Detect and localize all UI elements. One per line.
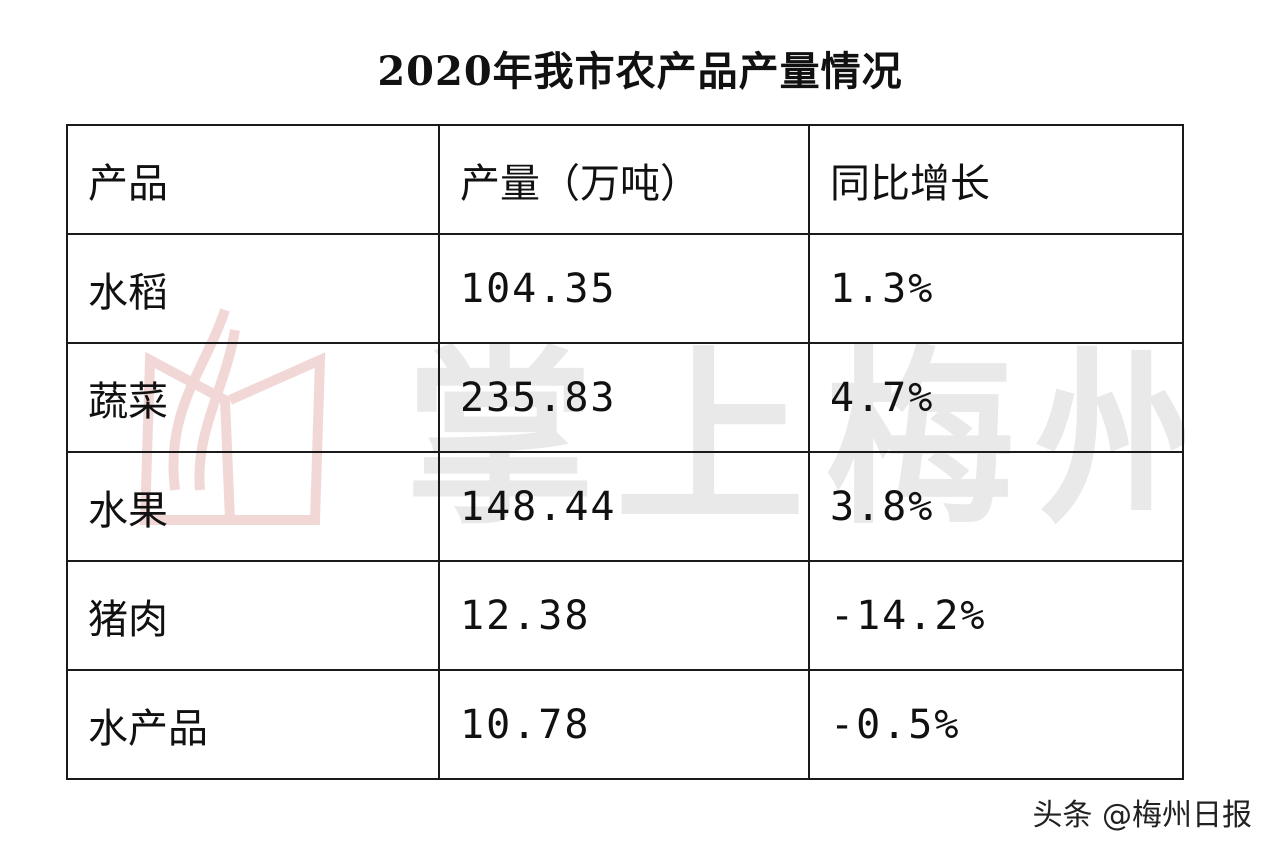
cell-product: 水稻 bbox=[66, 233, 440, 344]
header-output: 产量（万吨） bbox=[438, 124, 810, 235]
table-row: 水稻 104.35 1.3% bbox=[66, 233, 1184, 344]
table-row: 猪肉 12.38 -14.2% bbox=[66, 560, 1184, 671]
source-credit: 头条 @梅州日报 bbox=[1032, 798, 1252, 833]
table-row: 水产品 10.78 -0.5% bbox=[66, 669, 1184, 780]
cell-growth: 4.7% bbox=[808, 342, 1184, 453]
cell-output: 148.44 bbox=[438, 451, 810, 562]
cell-output: 12.38 bbox=[438, 560, 810, 671]
table-header-row: 产品 产量（万吨） 同比增长 bbox=[66, 124, 1184, 235]
header-growth: 同比增长 bbox=[808, 124, 1184, 235]
page-title: 2020年我市农产品产量情况 bbox=[377, 48, 903, 95]
cell-growth: 1.3% bbox=[808, 233, 1184, 344]
cell-product: 水果 bbox=[66, 451, 440, 562]
cell-output: 104.35 bbox=[438, 233, 810, 344]
table-row: 水果 148.44 3.8% bbox=[66, 451, 1184, 562]
production-table: 产品 产量（万吨） 同比增长 水稻 104.35 1.3% 蔬菜 235.83 … bbox=[66, 124, 1184, 780]
cell-output: 10.78 bbox=[438, 669, 810, 780]
header-product: 产品 bbox=[66, 124, 440, 235]
production-table-container: 产品 产量（万吨） 同比增长 水稻 104.35 1.3% 蔬菜 235.83 … bbox=[66, 124, 1184, 780]
cell-growth: 3.8% bbox=[808, 451, 1184, 562]
cell-output: 235.83 bbox=[438, 342, 810, 453]
table-row: 蔬菜 235.83 4.7% bbox=[66, 342, 1184, 453]
cell-product: 猪肉 bbox=[66, 560, 440, 671]
cell-product: 水产品 bbox=[66, 669, 440, 780]
cell-growth: -0.5% bbox=[808, 669, 1184, 780]
cell-growth: -14.2% bbox=[808, 560, 1184, 671]
cell-product: 蔬菜 bbox=[66, 342, 440, 453]
